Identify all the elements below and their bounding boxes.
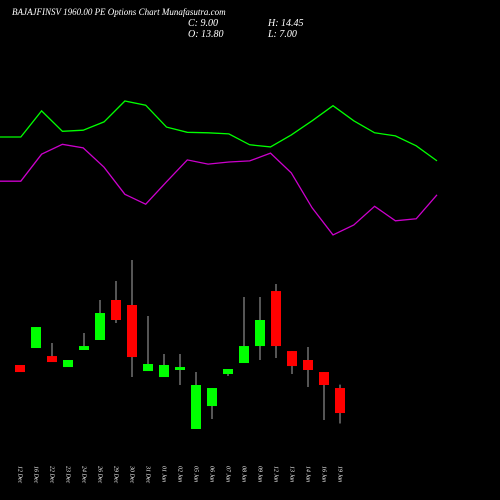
candle-body [191, 385, 201, 430]
indicator-line [0, 100, 438, 162]
x-tick-label: 16 Jan [321, 466, 327, 482]
candle-body [319, 372, 329, 385]
indicator-line [0, 143, 438, 236]
candle-body [95, 313, 105, 340]
candle-body [47, 356, 57, 363]
x-tick-label: 08 Jan [241, 466, 247, 482]
candle-body [287, 351, 297, 367]
candle-body [63, 360, 73, 368]
x-tick-label: 19 Jan [337, 466, 343, 482]
x-tick-label: 22 Dec [49, 466, 55, 483]
candle-body [79, 346, 89, 350]
x-tick-label: 09 Jan [257, 466, 263, 482]
close-label: C: 9.00 [188, 18, 218, 29]
candle-body [271, 291, 281, 347]
candle-body [143, 364, 153, 372]
candle-body [111, 300, 121, 320]
open-label: O: 13.80 [188, 29, 224, 40]
candle-body [127, 305, 137, 358]
chart-title: BAJAJFINSV 1960.00 PE Options Chart Muna… [12, 7, 226, 17]
candle-body [175, 367, 185, 370]
x-tick-label: 29 Dec [113, 466, 119, 483]
candle-body [15, 365, 25, 373]
low-label: L: 7.00 [267, 29, 297, 40]
x-tick-label: 13 Jan [289, 466, 295, 482]
x-tick-label: 14 Jan [305, 466, 312, 482]
candle-body [207, 388, 217, 407]
x-tick-label: 02 Jan [177, 466, 183, 482]
candle-body [159, 365, 169, 378]
x-tick-label: 12 Jan [273, 466, 279, 482]
x-tick-label: 31 Dec [145, 465, 151, 483]
x-tick-label: 26 Dec [97, 466, 103, 483]
x-tick-label: 12 Dec [17, 466, 23, 483]
x-tick-label: 01 Jan [161, 466, 167, 482]
candle-body [223, 369, 233, 375]
x-tick-label: 06 Jan [209, 466, 215, 482]
candle-body [303, 360, 313, 370]
x-tick-label: 07 Jan [225, 466, 231, 482]
x-tick-label: 23 Dec [65, 466, 71, 483]
x-tick-label: 05 Jan [193, 466, 199, 482]
high-label: H: 14.45 [267, 18, 304, 29]
candle-body [239, 346, 249, 364]
x-tick-label: 30 Dec [129, 465, 135, 483]
x-tick-label: 24 Dec [81, 466, 88, 483]
x-tick-label: 16 Dec [33, 466, 39, 483]
candle-body [31, 327, 41, 349]
candle-body [255, 320, 265, 347]
candle-body [335, 388, 345, 414]
